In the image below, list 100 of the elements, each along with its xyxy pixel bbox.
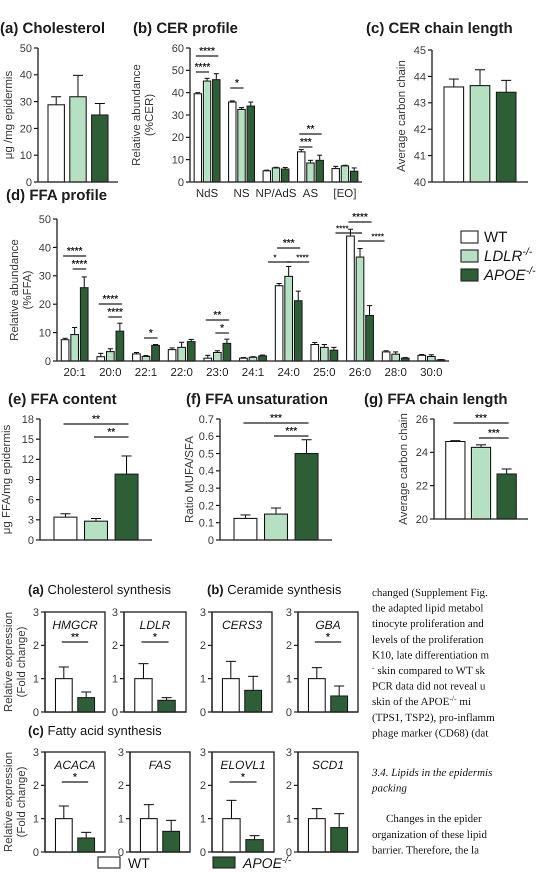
annotation: ***	[282, 238, 295, 249]
y-tick-label: 3	[200, 746, 206, 759]
y-tick-label: 20	[172, 132, 184, 144]
y-axis-title: Relative expression (Fold change)	[3, 752, 28, 852]
y-tick-label: 2	[286, 780, 292, 792]
y-tick-label: 18	[22, 414, 34, 426]
text: ACACA	[53, 758, 96, 772]
annotation: ****	[199, 46, 215, 57]
annotation: *	[241, 772, 246, 783]
x-tick-label: 26:0	[348, 367, 372, 379]
annotation: **	[92, 414, 100, 425]
annotation: ***	[488, 428, 500, 439]
y-tick-label: 10	[38, 327, 51, 340]
x-tick-label: AS	[302, 188, 318, 200]
text: levels of the proliferation	[372, 634, 484, 646]
x-tick-label: [EO]	[333, 188, 356, 200]
annotation: *	[153, 632, 158, 643]
y-tick-label: 1	[286, 814, 292, 826]
y-tick-label: 0	[26, 176, 32, 189]
legend-label: LDLR$^{-/-}$	[484, 246, 533, 265]
y-tick-label: 41	[414, 150, 426, 162]
y-tick-label: 2	[200, 640, 206, 652]
text: skin of the APOE$^{-/-}$ mi	[372, 694, 471, 708]
x-tick-label: 20:0	[99, 367, 122, 379]
text: HMGCR	[52, 618, 98, 632]
x-tick-label: 23:0	[206, 367, 229, 379]
text: FAS	[148, 758, 172, 772]
y-tick-label: 2	[32, 780, 39, 792]
y-tick-label: 40	[414, 176, 426, 189]
chart-title: (b) Ceramide synthesis	[207, 582, 342, 597]
annotation: *	[148, 328, 153, 339]
text: phage marker (CD68) (dat	[372, 727, 488, 740]
annotation: *	[234, 78, 239, 89]
y-tick-label: 0	[178, 176, 184, 189]
text: barrier. Therefore, the la	[372, 844, 480, 856]
y-tick-label: 0.6	[198, 431, 214, 444]
y-tick-label: 1	[200, 674, 206, 686]
y-tick-label: 0	[32, 846, 39, 859]
text: packing	[371, 782, 408, 795]
x-tick-label: 24:0	[277, 367, 300, 379]
text: CERS3	[222, 618, 262, 632]
y-tick-label: 22	[416, 480, 428, 493]
chart-title: (g) FFA chain length	[364, 391, 508, 408]
y-tick-label: 45	[414, 44, 426, 57]
y-tick-label: 1	[112, 674, 118, 686]
annotation: **	[213, 310, 222, 321]
x-tick-label: NdS	[196, 188, 219, 200]
text: $^{-}$ skin compared to WT sk	[372, 662, 486, 677]
annotation: **	[71, 632, 79, 643]
x-tick-label: 22:1	[134, 367, 158, 379]
y-tick-label: 50	[172, 65, 184, 78]
y-tick-label: 10	[172, 154, 184, 167]
annotation: *	[73, 772, 78, 783]
annotation: ***	[475, 413, 487, 424]
y-tick-label: 2	[200, 780, 206, 792]
annotation: ****	[352, 212, 368, 223]
y-axis-title: Relative abundance (%CER)	[131, 64, 156, 166]
y-tick-label: 0	[32, 706, 39, 719]
y-tick-label: 30	[20, 96, 32, 108]
x-tick-label: 24:1	[242, 367, 264, 379]
annotation: ***	[300, 137, 312, 148]
y-axis-title: Average carbon chain	[396, 60, 408, 172]
y-tick-label: 15	[22, 434, 34, 446]
y-tick-label: 24	[416, 447, 428, 460]
x-tick-label: 30:0	[420, 367, 443, 379]
annotation: ****	[194, 62, 210, 73]
y-tick-label: 0	[44, 356, 51, 368]
annotation: *	[326, 632, 330, 643]
y-axis-title: Average carbon chain	[398, 413, 410, 525]
y-tick-label: 30	[172, 110, 184, 122]
y-tick-label: 0.7	[198, 414, 214, 426]
y-tick-label: 2	[32, 640, 39, 652]
y-tick-label: 0.3	[198, 482, 214, 495]
y-tick-label: 3	[32, 746, 39, 759]
y-tick-label: 0	[118, 846, 124, 859]
text: ELOVL1	[220, 758, 266, 772]
y-tick-label: 42	[414, 124, 426, 136]
y-tick-label: 43	[414, 98, 426, 110]
y-tick-label: 6	[28, 494, 34, 507]
y-tick-label: 3	[32, 606, 39, 619]
annotation: ****	[372, 232, 385, 241]
y-tick-label: 3	[118, 746, 124, 759]
x-tick-label: NP/AdS	[256, 188, 297, 200]
y-tick-label: 30	[38, 270, 51, 283]
y-tick-label: 2	[118, 780, 124, 792]
y-tick-label: 0	[200, 706, 206, 719]
y-tick-label: 20	[20, 123, 32, 136]
y-tick-label: 0.5	[198, 448, 214, 460]
annotation: ****	[107, 307, 123, 318]
y-tick-label: 44	[414, 71, 426, 84]
annotation: *	[273, 253, 278, 262]
y-tick-label: 1	[286, 674, 292, 686]
y-tick-label: 0	[28, 534, 34, 547]
y-tick-label: 3	[286, 746, 292, 759]
text: Changes in the epider	[386, 813, 482, 826]
text: (TPS1, TSP2), pro-inflamm	[372, 712, 496, 724]
text: organization of these lipid	[372, 828, 488, 841]
y-tick-label: 26	[416, 414, 428, 426]
y-tick-label: 1	[118, 814, 124, 826]
annotation: **	[306, 124, 314, 135]
